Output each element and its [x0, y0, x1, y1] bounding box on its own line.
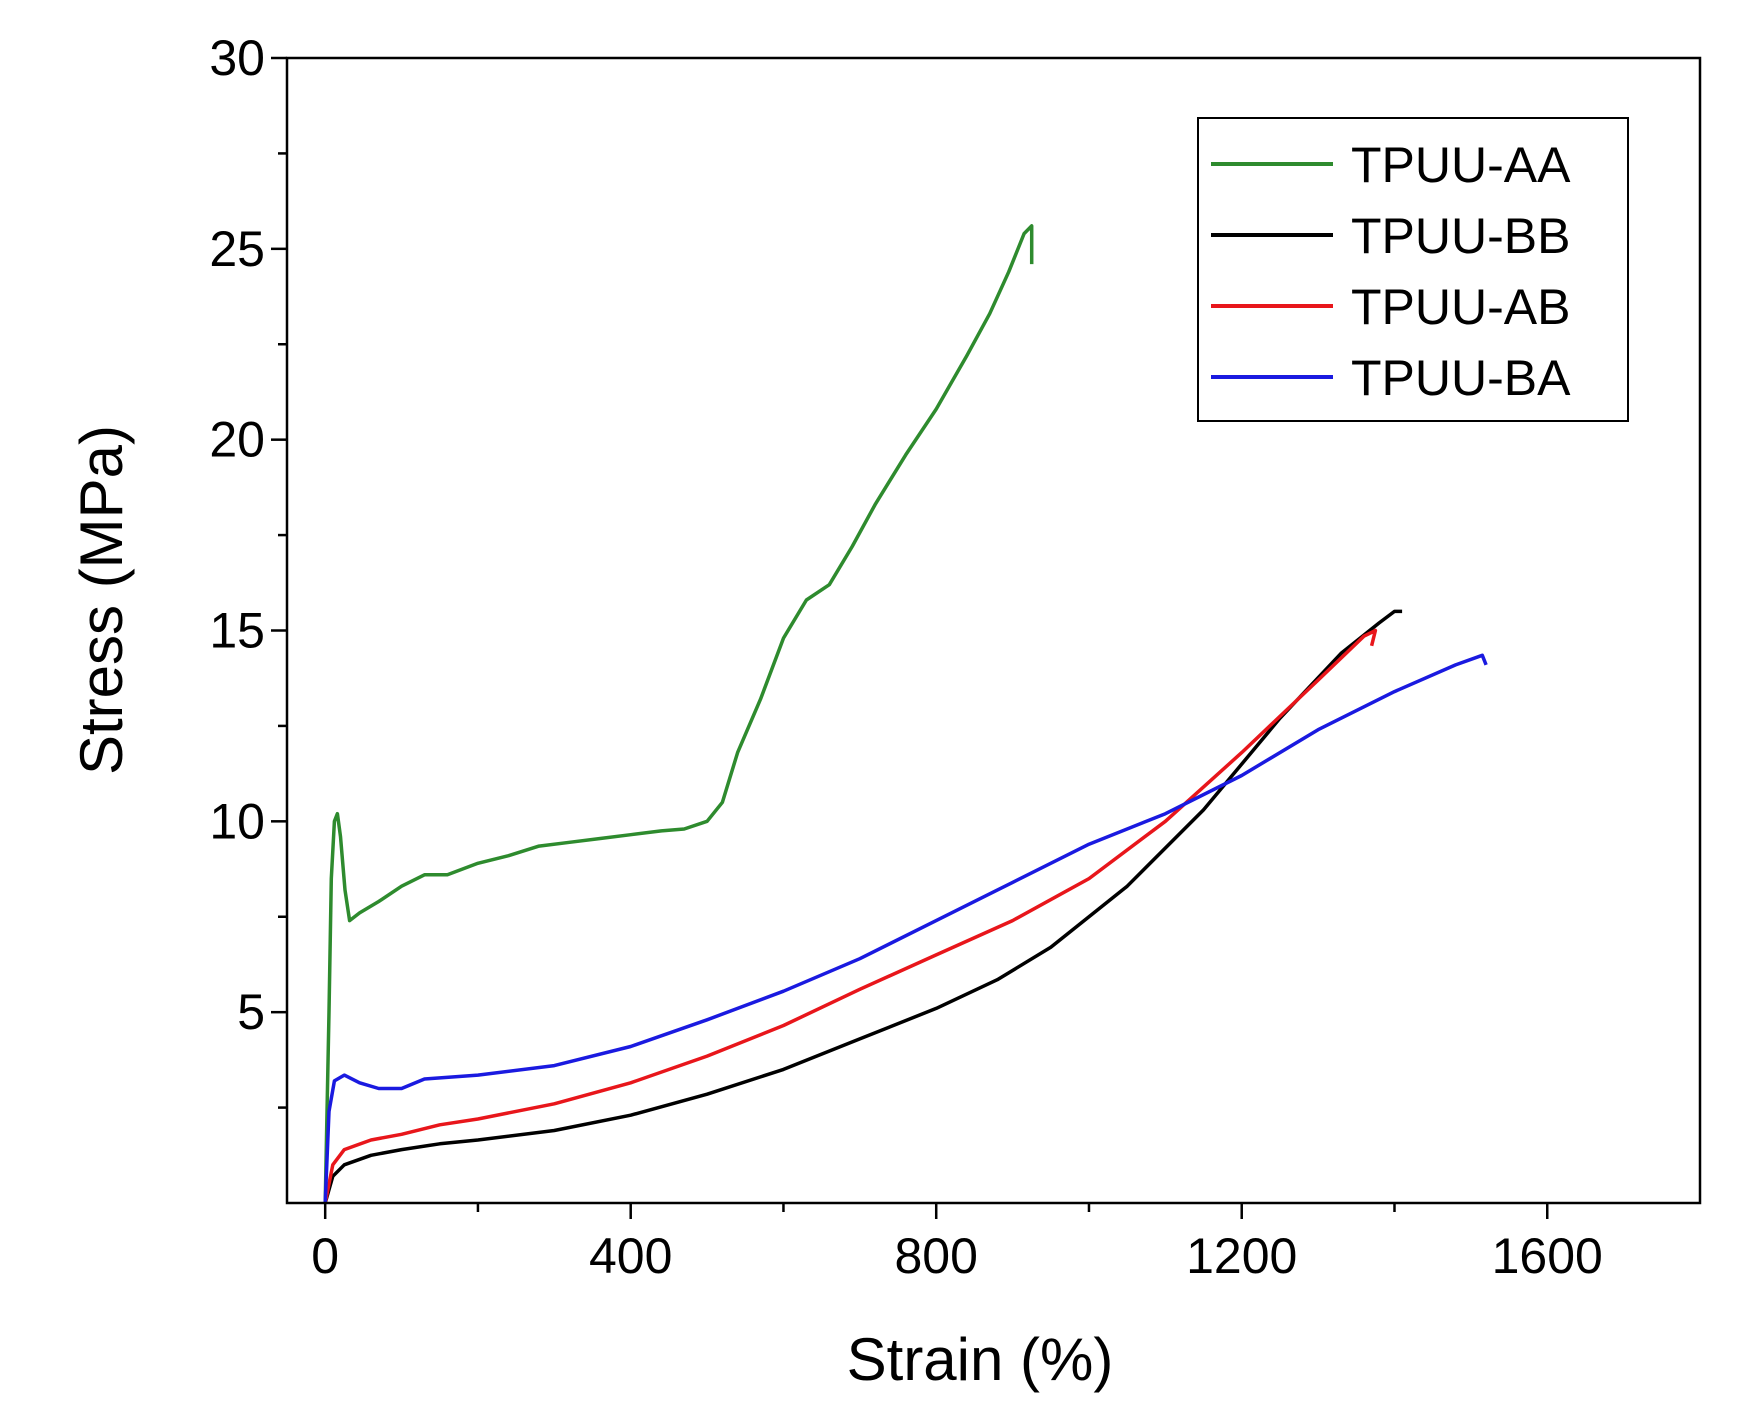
y-tick-label: 25	[209, 221, 265, 277]
x-tick-label: 800	[894, 1228, 977, 1284]
series-line-tpuu-ab	[323, 628, 1378, 1204]
x-tick-label: 1200	[1186, 1228, 1297, 1284]
x-tick-label: 0	[311, 1228, 339, 1284]
x-tick-label: 1600	[1492, 1228, 1603, 1284]
axis-ticks: 0 400 800 1200 1600 5 10 15 20 25 30	[209, 30, 1602, 1284]
legend: TPUU-AA TPUU-BB TPUU-AB TPUU-BA	[1197, 117, 1629, 422]
series-line-tpuu-aa	[323, 224, 1034, 1204]
y-tick-label: 30	[209, 30, 265, 86]
plot-area	[323, 224, 1488, 1204]
y-tick-label: 15	[209, 603, 265, 659]
legend-label: TPUU-BB	[1351, 208, 1570, 264]
series-line-tpuu-ba	[323, 653, 1488, 1204]
legend-label: TPUU-BA	[1351, 350, 1571, 406]
legend-label: TPUU-AB	[1351, 279, 1570, 335]
y-tick-label: 20	[209, 412, 265, 468]
y-tick-label: 10	[209, 793, 265, 849]
legend-label: TPUU-AA	[1351, 137, 1571, 193]
legend-box	[1197, 117, 1629, 422]
series-line-tpuu-bb	[323, 609, 1403, 1204]
x-axis-title: Strain (%)	[847, 1326, 1114, 1393]
x-tick-label: 400	[589, 1228, 672, 1284]
y-axis-title: Stress (MPa)	[68, 425, 135, 775]
y-tick-label: 5	[237, 984, 265, 1040]
